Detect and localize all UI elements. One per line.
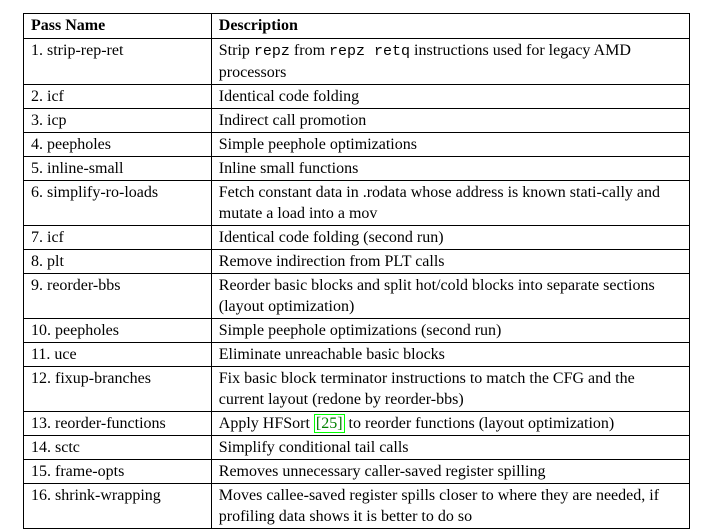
description-text: instructions used for legacy AMD process… xyxy=(218,42,631,81)
pass-name: 12. fixup-branches xyxy=(23,366,212,412)
pass-description: Inline small functions xyxy=(210,156,691,181)
pass-name: 10. peepholes xyxy=(23,318,212,343)
pass-name: 6. simplify-ro-loads xyxy=(23,180,212,226)
pass-name: 15. frame-opts xyxy=(23,459,212,484)
pass-description: Identical code folding xyxy=(210,84,691,109)
table-row: 13. reorder-functions Apply HFSort [25] … xyxy=(23,411,691,436)
pass-name: 11. uce xyxy=(23,342,212,367)
header-pass-name: Pass Name xyxy=(23,13,212,39)
pass-description: Simple peephole optimizations (second ru… xyxy=(210,318,691,343)
passes-table: Pass Name Description 1. strip-rep-ret S… xyxy=(23,13,691,529)
header-description: Description xyxy=(210,13,691,39)
pass-name: 1. strip-rep-ret xyxy=(23,38,212,85)
pass-name: 7. icf xyxy=(23,225,212,250)
table-row: 1. strip-rep-ret Strip repz from repz re… xyxy=(23,38,691,85)
code-repz: repz xyxy=(253,43,290,60)
pass-name: 14. sctc xyxy=(23,435,212,460)
pass-name: 8. plt xyxy=(23,249,212,274)
pass-description: Fetch constant data in .rodata whose add… xyxy=(210,180,691,226)
pass-name: 13. reorder-functions xyxy=(23,411,212,436)
table-row: 6. simplify-ro-loads Fetch constant data… xyxy=(23,180,691,226)
table-row: 5. inline-small Inline small functions xyxy=(23,156,691,181)
table-row: 16. shrink-wrapping Moves callee-saved r… xyxy=(23,483,691,529)
code-repz-retq: repz retq xyxy=(329,43,411,60)
pass-name: 2. icf xyxy=(23,84,212,109)
pass-description: Simple peephole optimizations xyxy=(210,132,691,157)
pass-name: 4. peepholes xyxy=(23,132,212,157)
table-row: 7. icf Identical code folding (second ru… xyxy=(23,225,691,250)
pass-description: Simplify conditional tail calls xyxy=(210,435,691,460)
pass-description: Apply HFSort [25] to reorder functions (… xyxy=(210,411,691,436)
pass-description: Eliminate unreachable basic blocks xyxy=(210,342,691,367)
pass-name: 5. inline-small xyxy=(23,156,212,181)
table-row: 4. peepholes Simple peephole optimizatio… xyxy=(23,132,691,157)
pass-name: 9. reorder-bbs xyxy=(23,273,212,319)
table-row: 14. sctc Simplify conditional tail calls xyxy=(23,435,691,460)
citation-link[interactable]: [25] xyxy=(313,414,345,433)
table-row: 2. icf Identical code folding xyxy=(23,84,691,109)
pass-description: Fix basic block terminator instructions … xyxy=(210,366,691,412)
table-row: 9. reorder-bbs Reorder basic blocks and … xyxy=(23,273,691,319)
pass-description: Moves callee-saved register spills close… xyxy=(210,483,691,529)
pass-description: Reorder basic blocks and split hot/cold … xyxy=(210,273,691,319)
pass-description: Strip repz from repz retq instructions u… xyxy=(210,38,691,85)
table-row: 3. icp Indirect call promotion xyxy=(23,108,691,133)
pass-description: Indirect call promotion xyxy=(210,108,691,133)
pass-name: 3. icp xyxy=(23,108,212,133)
description-text: Strip xyxy=(218,42,254,59)
pass-description: Remove indirection from PLT calls xyxy=(210,249,691,274)
table-header-row: Pass Name Description xyxy=(23,13,691,39)
table-row: 11. uce Eliminate unreachable basic bloc… xyxy=(23,342,691,367)
description-text: from xyxy=(289,42,330,59)
description-text: Apply HFSort xyxy=(218,415,314,432)
table-row: 8. plt Remove indirection from PLT calls xyxy=(23,249,691,274)
pass-description: Identical code folding (second run) xyxy=(210,225,691,250)
table-row: 15. frame-opts Removes unnecessary calle… xyxy=(23,459,691,484)
table-row: 10. peepholes Simple peephole optimizati… xyxy=(23,318,691,343)
pass-description: Removes unnecessary caller-saved registe… xyxy=(210,459,691,484)
table-row: 12. fixup-branches Fix basic block termi… xyxy=(23,366,691,412)
description-text: to reorder functions (layout optimizatio… xyxy=(344,415,615,432)
pass-name: 16. shrink-wrapping xyxy=(23,483,212,529)
